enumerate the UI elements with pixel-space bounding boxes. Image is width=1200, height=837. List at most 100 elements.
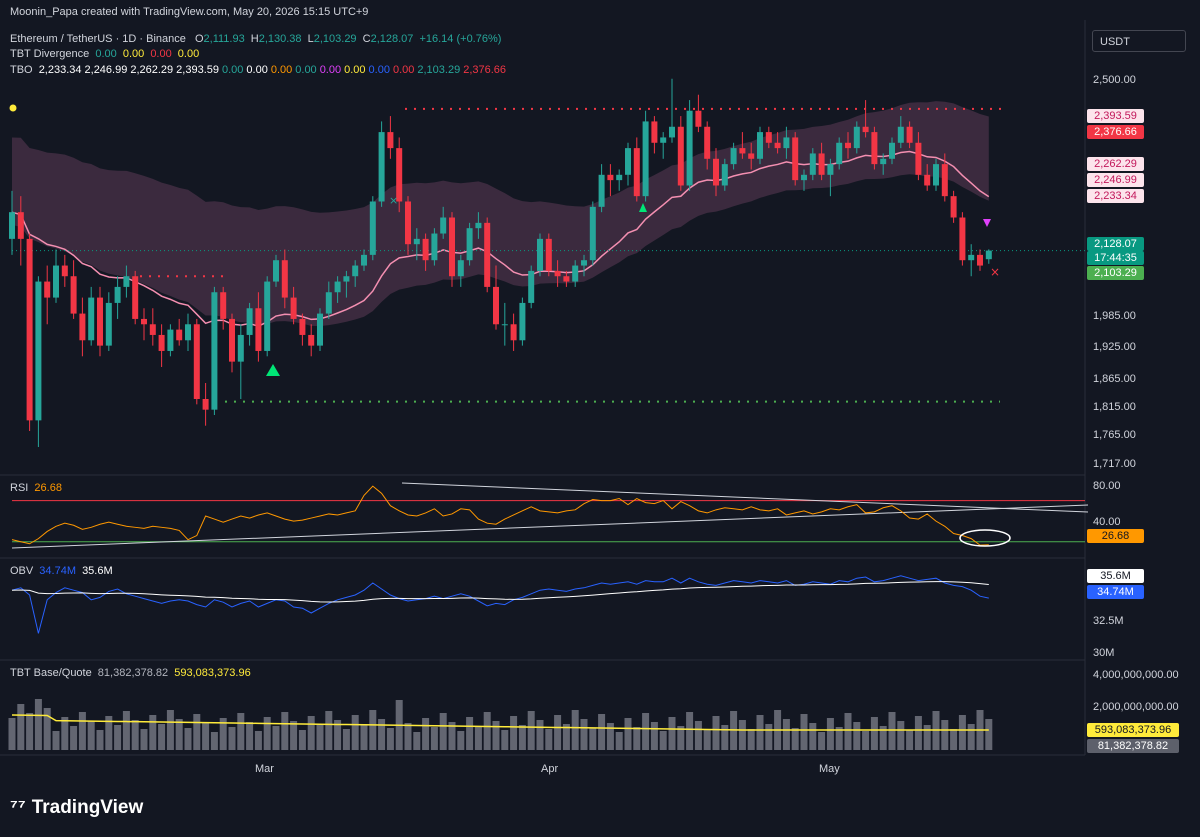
ohlc-open-label: O xyxy=(194,33,204,45)
candle-body xyxy=(633,148,640,197)
ohlc-open: 2,111.93 xyxy=(203,33,245,45)
volume-bar xyxy=(844,713,852,750)
base-quote-legend[interactable]: TBT Base/Quote 81,382,378.82 593,083,373… xyxy=(10,667,254,679)
volume-bar xyxy=(492,721,500,750)
volume-bar xyxy=(598,714,606,750)
candle-body xyxy=(765,132,772,143)
candle-body xyxy=(959,217,966,261)
buy-signal-triangle-icon xyxy=(639,203,647,212)
volume-bar xyxy=(272,726,280,750)
volume-bar xyxy=(17,704,25,750)
candle-body xyxy=(915,142,922,175)
obv-ma-line xyxy=(11,581,989,603)
rsi-legend[interactable]: RSI 26.68 xyxy=(10,482,65,494)
candle-body xyxy=(801,174,807,181)
volume-bar xyxy=(862,731,870,750)
candle-body xyxy=(396,148,403,202)
candle-body xyxy=(422,238,429,261)
volume-bar xyxy=(351,715,359,750)
ohlc-low-label: L xyxy=(307,33,314,45)
volume-bar xyxy=(721,725,729,750)
volume-bar xyxy=(202,723,210,750)
obv-ma-tag: 35.6M xyxy=(1087,569,1144,583)
volume-bar xyxy=(624,718,632,750)
month-label-mar: Mar xyxy=(255,763,274,775)
volume-bar xyxy=(334,720,342,750)
candle-body xyxy=(589,206,596,261)
candle-body xyxy=(792,137,799,181)
candle-body xyxy=(616,174,623,181)
candle-body xyxy=(211,292,218,410)
tbo-legend[interactable]: TBO 2,233.34 2,246.99 2,262.29 2,393.59 0.00… xyxy=(10,64,509,76)
obv-legend[interactable]: OBV 34.74M 35.6M xyxy=(10,565,116,577)
candle-body xyxy=(704,126,711,159)
volume-bar xyxy=(87,721,95,750)
price-axis-label: 2,500.00 xyxy=(1093,74,1136,86)
candle-body xyxy=(88,297,95,341)
candle-body xyxy=(853,126,860,149)
candle-body xyxy=(457,260,464,277)
volume-bar xyxy=(413,732,421,750)
candle-body xyxy=(774,142,781,149)
obv-value: 34.74M xyxy=(39,565,76,577)
candle-body xyxy=(906,126,913,143)
candle-body xyxy=(141,318,147,325)
candle-body xyxy=(493,286,499,325)
obv-line xyxy=(11,575,989,634)
rsi-axis-label: 40.00 xyxy=(1093,516,1121,528)
candle-body xyxy=(334,281,341,293)
buy-signal-triangle-icon xyxy=(266,364,280,376)
candle-body xyxy=(114,286,121,303)
rsi-axis-label: 80.00 xyxy=(1093,480,1121,492)
volume-bar xyxy=(791,728,799,750)
volume-bar xyxy=(527,711,535,750)
obv-axis-label: 30M xyxy=(1093,647,1115,659)
candle-body xyxy=(985,250,992,260)
rsi-highlight-circle xyxy=(959,529,1011,547)
cross-marker-icon: × xyxy=(990,265,1000,279)
candle-body xyxy=(9,212,15,239)
volume-bar xyxy=(897,721,905,750)
tbo-value: 0.00 xyxy=(344,64,366,76)
candle-body xyxy=(545,238,552,271)
tbt-divergence-legend[interactable]: TBT Divergence 0.00 0.00 0.00 0.00 xyxy=(10,48,202,60)
rsi-trendline xyxy=(401,482,1089,513)
obv-name: OBV xyxy=(10,565,34,577)
candle-body xyxy=(845,142,851,149)
volume-bar xyxy=(738,720,746,750)
volume-bar xyxy=(158,724,166,750)
volume-bar xyxy=(765,724,773,750)
tbo-value: 0.00 xyxy=(246,64,268,76)
tbo-value: 2,103.29 xyxy=(417,64,461,76)
volume-bar xyxy=(659,731,667,750)
tbt-divergence-name: TBT Divergence xyxy=(10,48,90,60)
candle-body xyxy=(369,201,376,255)
volume-bar xyxy=(536,720,544,750)
symbol-legend[interactable]: Ethereum / TetherUS · 1D · Binance O2,11… xyxy=(10,33,504,45)
currency-button[interactable]: USDT xyxy=(1092,30,1186,52)
volume-bar xyxy=(800,714,808,750)
ohlc-change: +16.14 (+0.76%) xyxy=(419,33,502,45)
ohlc-high: 2,130.38 xyxy=(258,33,302,45)
volume-bar xyxy=(826,718,834,750)
volume-bar xyxy=(96,730,104,750)
candle-body xyxy=(273,260,279,282)
candle-body xyxy=(440,217,447,234)
base-quote-axis-label: 4,000,000,000.00 xyxy=(1093,669,1179,681)
volume-bar xyxy=(466,717,474,750)
tradingview-brand[interactable]: ⁷⁷ TradingView xyxy=(10,797,143,819)
volume-bar xyxy=(448,722,456,750)
volume-bar xyxy=(237,713,245,750)
candle-body xyxy=(484,222,491,287)
candle-body xyxy=(677,126,684,186)
candle-body xyxy=(167,329,174,351)
volume-bar xyxy=(615,732,623,750)
candle-body xyxy=(44,281,51,298)
tbo-value: 2,376.66 xyxy=(463,64,507,76)
volume-bar xyxy=(131,720,139,750)
candle-body xyxy=(537,238,543,271)
month-label-apr: Apr xyxy=(541,763,559,775)
candle-body xyxy=(413,238,420,245)
candle-body xyxy=(387,132,394,149)
